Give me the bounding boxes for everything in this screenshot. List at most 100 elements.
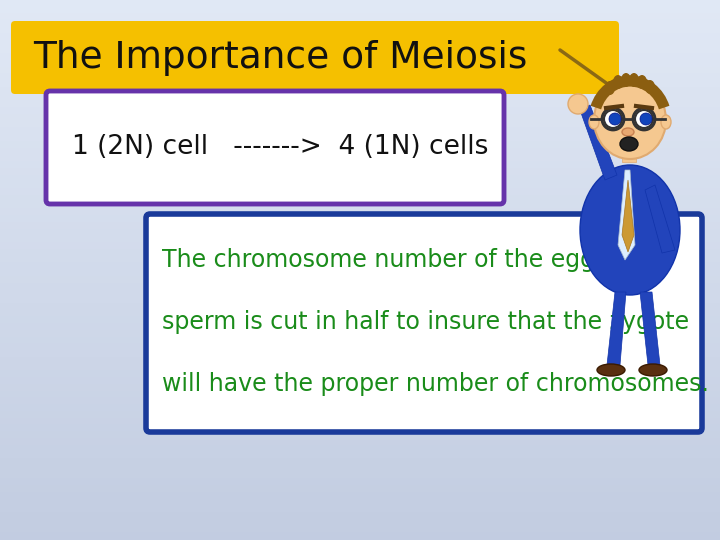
Bar — [0, 534, 720, 540]
Bar — [0, 526, 720, 534]
Circle shape — [609, 113, 621, 125]
Bar — [0, 6, 720, 14]
Bar — [0, 27, 720, 33]
Bar — [0, 303, 720, 310]
Bar — [0, 500, 720, 507]
Ellipse shape — [621, 73, 631, 87]
Bar — [0, 230, 720, 237]
Bar — [0, 418, 720, 426]
Bar — [0, 249, 720, 256]
Bar — [0, 87, 720, 94]
Ellipse shape — [597, 364, 625, 376]
Ellipse shape — [604, 110, 622, 128]
Polygon shape — [640, 292, 660, 365]
Text: will have the proper number of chromosomes.: will have the proper number of chromosom… — [162, 372, 709, 396]
Polygon shape — [618, 170, 635, 260]
Bar — [0, 399, 720, 405]
Bar — [0, 284, 720, 291]
Polygon shape — [580, 105, 617, 180]
Polygon shape — [607, 292, 626, 365]
Bar — [0, 135, 720, 141]
Ellipse shape — [605, 81, 615, 95]
Bar — [0, 297, 720, 303]
Bar — [0, 276, 720, 284]
Bar — [0, 472, 720, 480]
Circle shape — [568, 94, 588, 114]
Bar — [0, 168, 720, 176]
FancyBboxPatch shape — [146, 214, 702, 432]
Bar — [0, 115, 720, 122]
Bar — [0, 507, 720, 513]
Text: 1 (2N) cell   ------->  4 (1N) cells: 1 (2N) cell -------> 4 (1N) cells — [72, 134, 488, 160]
Bar — [0, 453, 720, 459]
Text: The Importance of Meiosis: The Importance of Meiosis — [33, 39, 527, 76]
Bar — [0, 216, 720, 222]
Bar — [0, 291, 720, 297]
Bar — [0, 384, 720, 391]
Bar — [0, 372, 720, 378]
Bar — [0, 54, 720, 60]
Bar — [0, 492, 720, 500]
Bar — [0, 411, 720, 418]
Bar — [0, 378, 720, 384]
Bar — [0, 156, 720, 162]
Bar — [0, 426, 720, 432]
FancyBboxPatch shape — [11, 21, 619, 94]
Bar — [0, 209, 720, 216]
Bar — [0, 20, 720, 27]
Bar — [0, 81, 720, 87]
Polygon shape — [622, 180, 634, 252]
Bar — [0, 183, 720, 189]
Bar — [0, 357, 720, 364]
Bar — [0, 480, 720, 486]
FancyBboxPatch shape — [46, 91, 504, 204]
Bar — [0, 345, 720, 351]
Ellipse shape — [580, 165, 680, 295]
Bar — [0, 47, 720, 54]
Bar — [0, 108, 720, 115]
Ellipse shape — [639, 364, 667, 376]
Ellipse shape — [637, 75, 647, 89]
Bar — [0, 432, 720, 438]
Ellipse shape — [622, 128, 634, 136]
Bar — [0, 162, 720, 168]
Bar — [0, 256, 720, 263]
Bar — [0, 102, 720, 108]
Bar — [0, 317, 720, 324]
Bar — [0, 324, 720, 330]
Bar — [0, 338, 720, 345]
Ellipse shape — [589, 115, 599, 129]
Ellipse shape — [613, 75, 623, 89]
Bar — [0, 237, 720, 243]
Polygon shape — [645, 185, 675, 253]
Bar — [0, 141, 720, 149]
Bar — [0, 405, 720, 411]
Bar — [0, 202, 720, 209]
Ellipse shape — [629, 73, 639, 87]
Bar — [0, 128, 720, 135]
Bar — [0, 459, 720, 465]
Bar — [0, 176, 720, 183]
Bar — [0, 40, 720, 47]
Ellipse shape — [635, 110, 653, 128]
Text: sperm is cut in half to insure that the zygote: sperm is cut in half to insure that the … — [162, 310, 689, 334]
Ellipse shape — [620, 137, 638, 151]
Bar — [0, 195, 720, 202]
Bar — [0, 351, 720, 357]
Bar — [0, 438, 720, 445]
Bar — [0, 392, 720, 399]
Bar — [0, 519, 720, 526]
Bar — [0, 222, 720, 230]
Ellipse shape — [594, 81, 666, 159]
Bar — [0, 243, 720, 249]
Bar — [0, 0, 720, 6]
Bar — [0, 14, 720, 20]
Bar — [0, 465, 720, 472]
Bar — [0, 330, 720, 338]
Bar — [0, 270, 720, 276]
Bar — [0, 33, 720, 40]
Text: The chromosome number of the egg and: The chromosome number of the egg and — [162, 248, 647, 272]
Bar — [0, 364, 720, 372]
Ellipse shape — [661, 115, 671, 129]
Bar — [0, 310, 720, 317]
